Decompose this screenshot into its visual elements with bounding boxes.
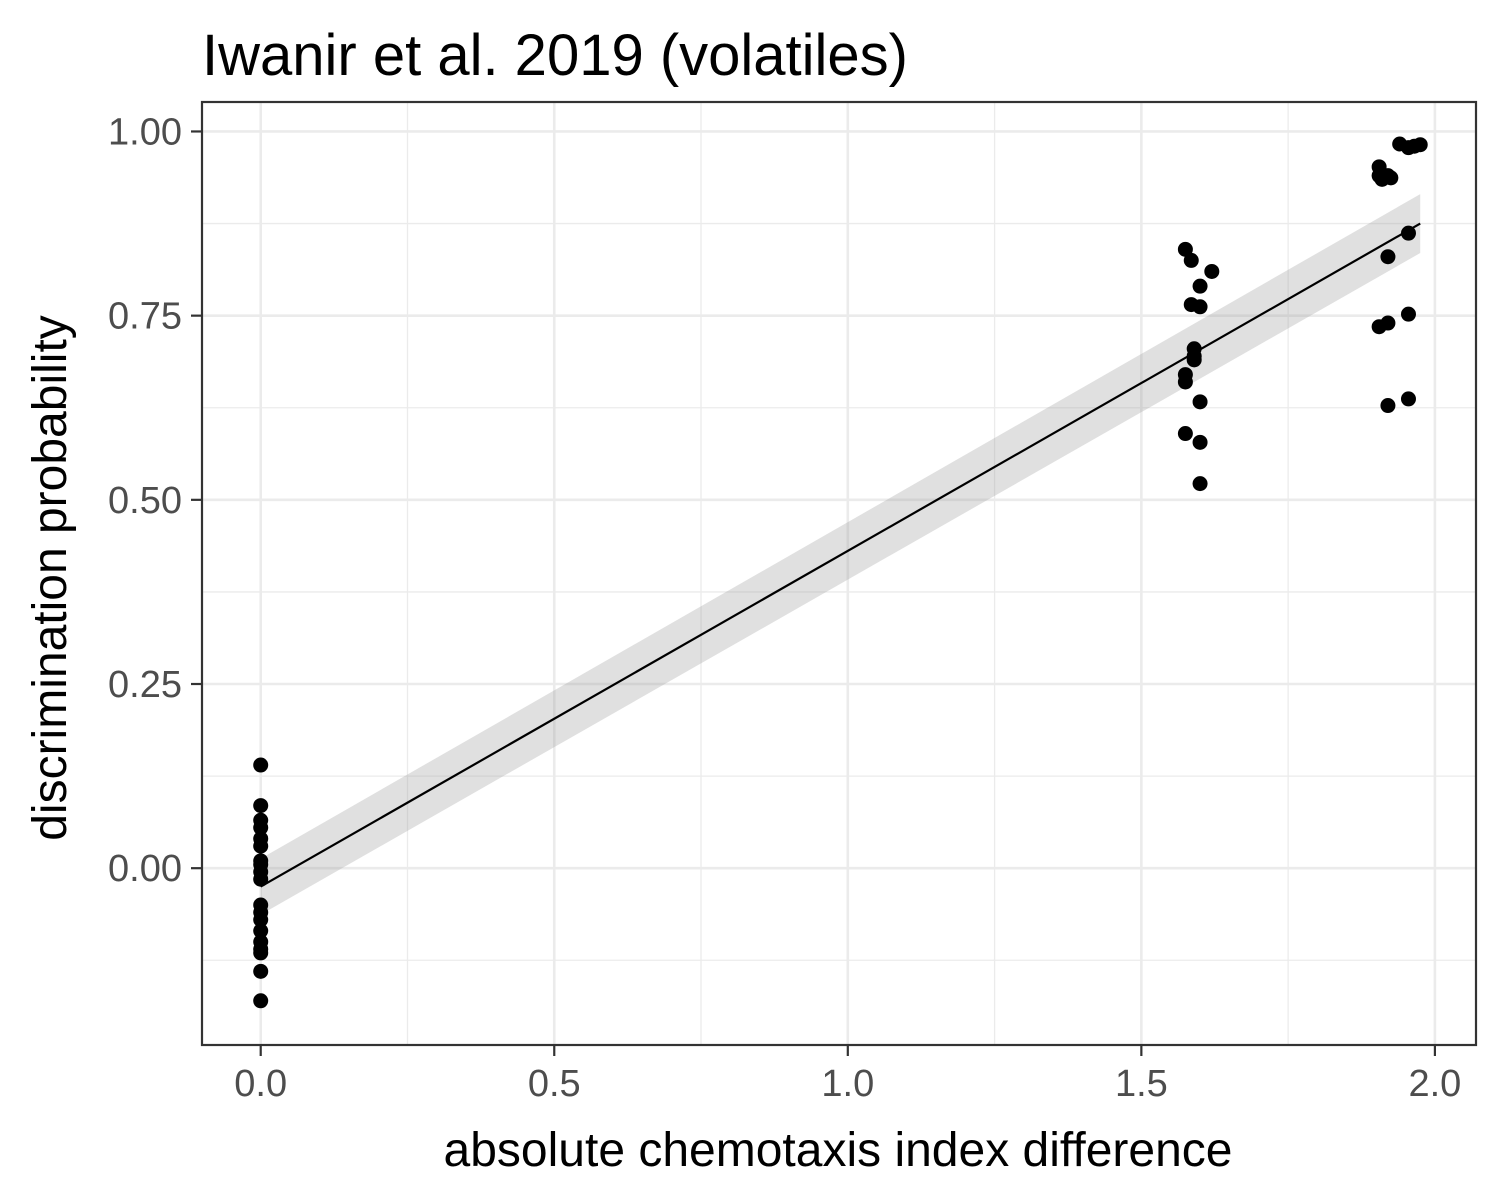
data-point — [253, 798, 269, 814]
x-tick-label: 1.5 — [1115, 1063, 1168, 1105]
data-point — [1192, 299, 1208, 315]
data-point — [253, 838, 269, 854]
data-point — [1192, 434, 1208, 450]
data-point — [1177, 241, 1193, 257]
data-point — [1192, 394, 1208, 410]
y-axis-title: discrimination probability — [24, 315, 77, 841]
data-point — [253, 923, 269, 939]
fit-line-layer — [260, 222, 1421, 888]
data-point — [1380, 249, 1396, 265]
data-point — [1177, 426, 1193, 442]
data-point — [253, 912, 269, 928]
x-tick-label: 1.0 — [821, 1063, 874, 1105]
y-tick-label: 0.25 — [108, 664, 182, 706]
data-point — [253, 820, 269, 836]
y-tick-label: 0.50 — [108, 480, 182, 522]
points-layer — [253, 136, 1428, 1009]
plot-panel — [200, 100, 1478, 1047]
data-point — [1186, 352, 1202, 368]
data-point — [253, 993, 269, 1009]
data-point — [1183, 252, 1199, 268]
panel-border — [200, 100, 1478, 1047]
data-point — [1400, 391, 1416, 407]
y-axis: 0.00 0.25 0.50 0.75 1.00 — [108, 111, 202, 890]
data-point — [253, 757, 269, 773]
data-point — [1383, 170, 1399, 186]
chart-title: Iwanir et al. 2019 (volatiles) — [202, 23, 908, 88]
x-axis-title: absolute chemotaxis index difference — [444, 1124, 1233, 1177]
data-point — [1192, 476, 1208, 492]
x-tick-label: 2.0 — [1408, 1063, 1461, 1105]
x-tick-label: 0.5 — [528, 1063, 581, 1105]
data-point — [1400, 225, 1416, 241]
x-tick-label: 0.0 — [234, 1063, 287, 1105]
data-point — [1371, 319, 1387, 335]
grid — [202, 102, 1476, 1045]
regression-line — [260, 222, 1421, 888]
data-point — [253, 871, 269, 887]
data-point — [253, 963, 269, 979]
data-point — [1204, 263, 1220, 279]
y-tick-label: 0.00 — [108, 848, 182, 890]
y-tick-label: 0.75 — [108, 296, 182, 338]
y-tick-label: 1.00 — [108, 111, 182, 153]
data-point — [1192, 278, 1208, 294]
x-axis: 0.0 0.5 1.0 1.5 2.0 — [234, 1045, 1461, 1105]
data-point — [1412, 137, 1428, 153]
data-point — [253, 945, 269, 961]
data-point — [1177, 374, 1193, 390]
data-point — [1380, 398, 1396, 414]
data-point — [1400, 306, 1416, 322]
